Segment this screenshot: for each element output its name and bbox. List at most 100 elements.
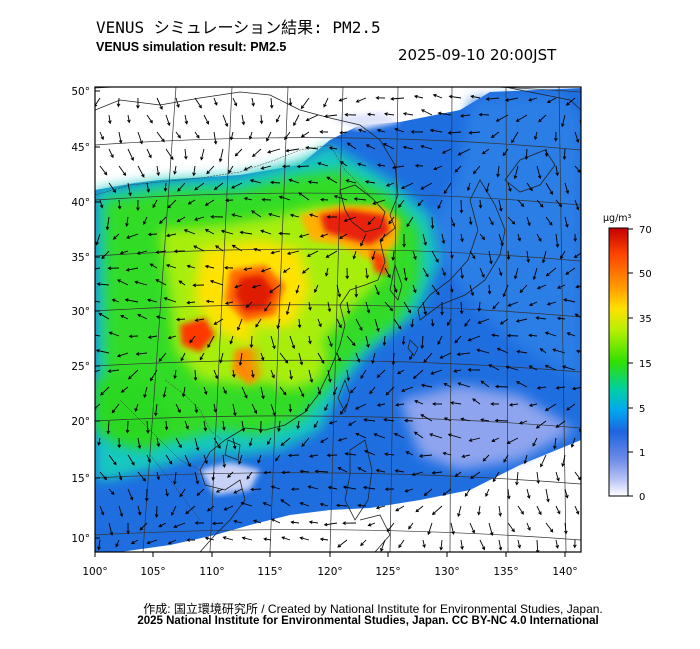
wind-arrow	[450, 522, 455, 535]
wind-arrow	[342, 521, 357, 525]
wind-arrow	[155, 315, 167, 320]
wind-arrow	[219, 352, 224, 364]
wind-arrow	[323, 114, 338, 119]
wind-arrow	[296, 164, 310, 169]
wind-arrow	[437, 199, 443, 210]
wind-arrow	[279, 352, 289, 364]
wind-arrow	[118, 131, 123, 144]
wind-arrow	[574, 199, 580, 211]
wind-arrow	[108, 114, 112, 125]
wind-arrow	[338, 97, 348, 102]
wind-arrow	[280, 437, 291, 447]
wind-arrow	[301, 437, 310, 448]
map-area	[95, 87, 581, 552]
wind-arrow	[565, 267, 576, 275]
wind-arrow	[251, 369, 255, 379]
wind-arrow	[479, 539, 486, 551]
wind-arrow	[222, 536, 234, 541]
colorbar-tick-50: 50	[639, 269, 652, 280]
wind-arrow	[468, 130, 481, 135]
wind-arrow	[172, 471, 177, 485]
wind-arrow	[564, 182, 570, 195]
wind-arrow	[360, 369, 367, 380]
wind-arrow	[391, 250, 396, 261]
wind-arrow	[460, 417, 471, 422]
wind-arrow	[366, 112, 376, 117]
wind-arrow	[118, 165, 127, 177]
wind-arrow	[178, 280, 186, 286]
wind-arrow	[305, 145, 319, 150]
wind-arrow	[203, 114, 210, 125]
wind-arrow	[106, 420, 111, 435]
wind-arrow	[248, 131, 253, 140]
wind-arrow	[156, 471, 161, 481]
wind-arrow	[289, 213, 300, 218]
wind-arrow	[513, 165, 519, 180]
wind-arrow	[374, 284, 380, 296]
wind-arrow	[526, 522, 531, 531]
latitude-axis: 50° 45° 40° 35° 30° 25° 20° 15° 10°	[71, 86, 100, 545]
wind-arrow	[431, 250, 439, 263]
wind-arrow	[224, 301, 234, 305]
wind-arrow	[328, 420, 338, 425]
wind-arrow	[506, 437, 519, 444]
wind-arrow	[319, 537, 329, 542]
wind-arrow	[524, 148, 529, 161]
wind-arrow	[317, 161, 329, 167]
wind-arrow	[124, 298, 139, 303]
wind-arrow	[488, 250, 493, 265]
wind-arrow	[213, 318, 224, 325]
wind-arrow	[574, 165, 581, 174]
wind-arrow	[270, 250, 281, 255]
wind-arrow	[127, 148, 134, 162]
wind-arrow	[375, 96, 386, 100]
wind-arrow	[243, 165, 253, 171]
wind-arrow	[325, 250, 338, 258]
wind-arrow	[418, 454, 433, 458]
wind-arrow	[280, 499, 291, 507]
wind-arrow	[384, 301, 394, 312]
wind-arrow	[165, 264, 177, 269]
wind-arrow	[194, 437, 200, 452]
wind-arrow	[545, 522, 554, 533]
wind-arrow	[251, 403, 258, 415]
wind-arrow	[314, 284, 319, 293]
wind-arrow	[365, 301, 371, 314]
wind-arrow	[430, 318, 435, 327]
wind-arrow	[365, 267, 369, 279]
wind-arrow	[177, 182, 186, 192]
wind-arrow	[213, 403, 218, 413]
borders	[95, 144, 373, 521]
wind-arrow	[526, 250, 531, 264]
wind-arrow	[365, 144, 376, 150]
wind-arrow	[443, 417, 452, 422]
wind-arrow	[564, 488, 569, 499]
wind-arrow	[555, 471, 560, 482]
wind-arrow	[287, 453, 300, 458]
wind-arrow	[128, 369, 139, 380]
wind-arrow	[459, 113, 471, 118]
wind-arrow	[555, 199, 563, 208]
lat-label-30: 30°	[71, 306, 90, 318]
wind-arrow	[134, 280, 148, 286]
wind-arrow	[355, 352, 361, 363]
wind-arrow	[354, 284, 359, 298]
wind-arrow	[289, 369, 293, 381]
wind-arrow	[364, 180, 376, 184]
wind-arrow	[480, 418, 490, 422]
wind-arrow	[107, 266, 120, 271]
wind-arrow	[498, 505, 502, 517]
lat-label-35: 35°	[71, 252, 90, 264]
wind-arrow	[498, 233, 504, 247]
wind-arrow	[515, 381, 528, 388]
wind-arrow	[420, 182, 433, 190]
wind-arrow	[222, 114, 229, 128]
wind-arrow	[450, 284, 454, 293]
wind-arrow	[233, 488, 243, 494]
wind-arrow	[192, 283, 205, 288]
wind-arrow	[296, 420, 300, 430]
wind-arrow	[491, 437, 500, 442]
wind-arrow	[278, 231, 291, 236]
wind-arrow	[229, 131, 234, 141]
wind-arrow	[301, 267, 310, 274]
